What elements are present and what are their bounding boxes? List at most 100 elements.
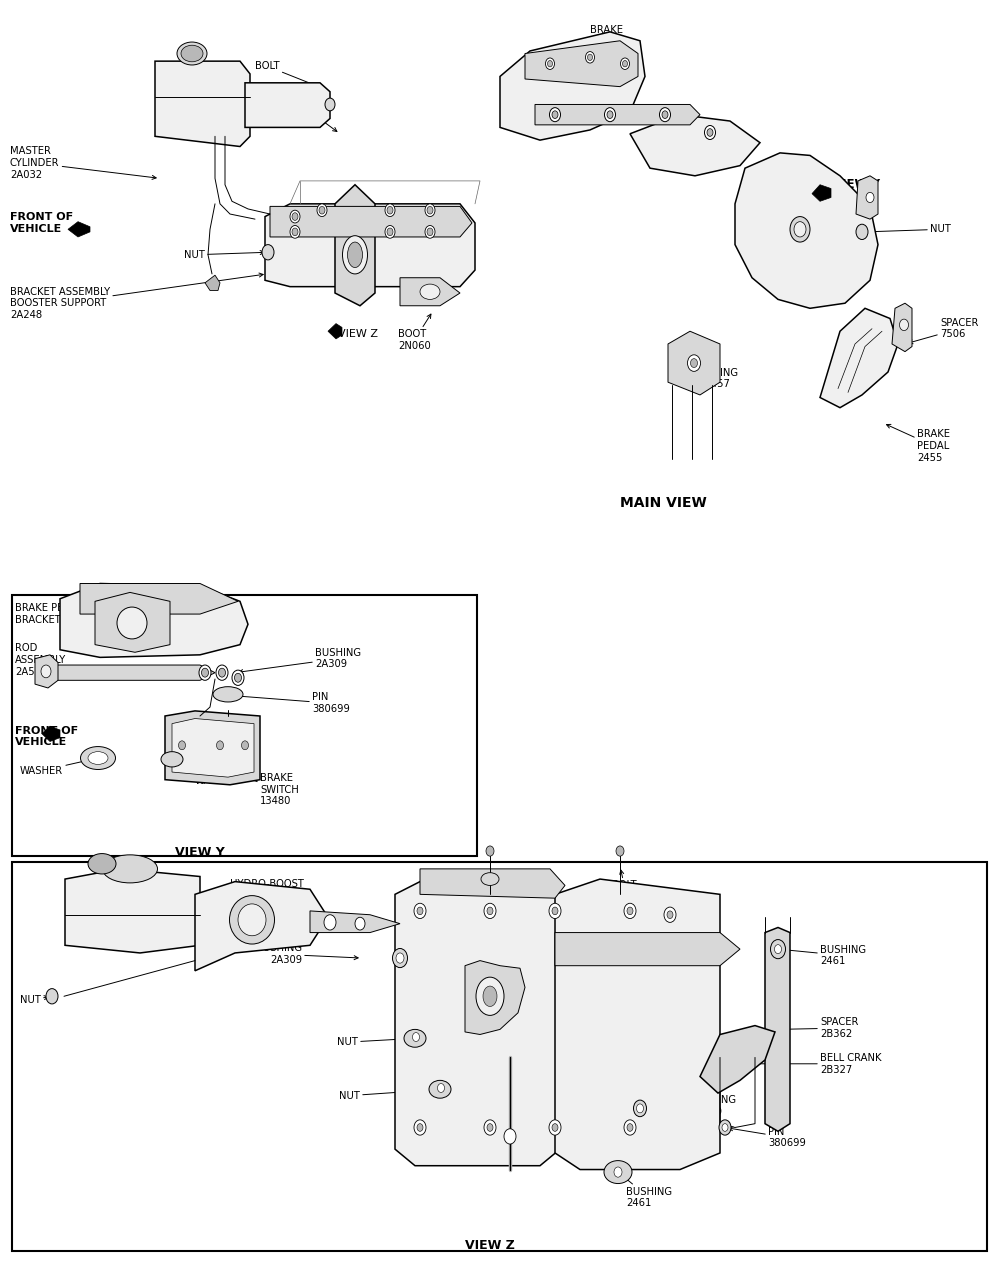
Polygon shape	[270, 206, 472, 237]
Ellipse shape	[704, 125, 716, 140]
Polygon shape	[42, 726, 60, 741]
Ellipse shape	[546, 59, 554, 70]
Ellipse shape	[317, 204, 327, 217]
Ellipse shape	[46, 989, 58, 1004]
Polygon shape	[700, 1026, 775, 1093]
Ellipse shape	[588, 55, 592, 60]
Ellipse shape	[325, 98, 335, 111]
Polygon shape	[265, 204, 475, 287]
Ellipse shape	[88, 752, 108, 764]
Ellipse shape	[722, 1124, 728, 1131]
Ellipse shape	[660, 107, 670, 122]
Ellipse shape	[429, 1080, 451, 1098]
Ellipse shape	[549, 1120, 561, 1135]
Text: MASTER
CYLINDER
2A032: MASTER CYLINDER 2A032	[10, 147, 156, 180]
Ellipse shape	[202, 669, 208, 678]
Polygon shape	[80, 583, 238, 614]
Polygon shape	[328, 324, 342, 339]
Ellipse shape	[586, 52, 594, 62]
Ellipse shape	[387, 206, 393, 214]
Polygon shape	[172, 719, 254, 777]
Ellipse shape	[404, 1029, 426, 1047]
Ellipse shape	[414, 1120, 426, 1135]
Ellipse shape	[487, 907, 493, 915]
Ellipse shape	[213, 687, 243, 702]
Ellipse shape	[385, 204, 395, 217]
Ellipse shape	[199, 665, 211, 680]
Polygon shape	[856, 176, 878, 219]
Ellipse shape	[80, 747, 116, 769]
Polygon shape	[892, 303, 912, 352]
Ellipse shape	[607, 111, 613, 118]
Polygon shape	[525, 41, 638, 87]
Ellipse shape	[856, 224, 868, 240]
Ellipse shape	[707, 129, 713, 136]
Polygon shape	[500, 32, 645, 140]
Polygon shape	[555, 879, 720, 1170]
Ellipse shape	[177, 42, 207, 65]
Text: VIEW Y: VIEW Y	[833, 178, 880, 191]
Ellipse shape	[552, 1124, 558, 1131]
Ellipse shape	[486, 846, 494, 856]
Ellipse shape	[627, 907, 633, 915]
Ellipse shape	[604, 107, 616, 122]
Polygon shape	[420, 869, 565, 898]
Text: BRACKET ASSEMBLY
BOOSTER SUPPORT
2A248: BRACKET ASSEMBLY BOOSTER SUPPORT 2A248	[10, 273, 263, 320]
Ellipse shape	[292, 213, 298, 220]
Polygon shape	[765, 927, 790, 1131]
Text: NUT: NUT	[20, 995, 48, 1005]
Polygon shape	[400, 278, 460, 306]
Ellipse shape	[342, 236, 368, 274]
Ellipse shape	[484, 903, 496, 919]
Ellipse shape	[624, 1120, 636, 1135]
Ellipse shape	[487, 1124, 493, 1131]
Polygon shape	[395, 879, 560, 1166]
Polygon shape	[60, 583, 248, 657]
Ellipse shape	[662, 111, 668, 118]
Ellipse shape	[504, 1129, 516, 1144]
Text: ROD
ASSEMBLY
2A525: ROD ASSEMBLY 2A525	[15, 643, 81, 676]
Ellipse shape	[425, 204, 435, 217]
Ellipse shape	[41, 665, 51, 678]
Text: BELL CRANK
2B327: BELL CRANK 2B327	[746, 1054, 882, 1074]
Polygon shape	[195, 882, 328, 971]
Text: WASHER: WASHER	[178, 761, 238, 786]
Polygon shape	[205, 275, 220, 290]
Text: BOLT: BOLT	[478, 870, 503, 891]
Ellipse shape	[552, 111, 558, 118]
Text: MAIN VIEW: MAIN VIEW	[620, 497, 707, 510]
Ellipse shape	[216, 741, 224, 749]
Text: BOOT
2N060: BOOT 2N060	[398, 315, 431, 350]
Text: PIN
380699: PIN 380699	[236, 693, 350, 713]
Polygon shape	[668, 331, 720, 395]
Ellipse shape	[218, 669, 226, 678]
Bar	[12, 595, 477, 856]
Ellipse shape	[549, 903, 561, 919]
Text: NUT: NUT	[337, 1037, 412, 1047]
Text: NUT: NUT	[870, 224, 951, 234]
Ellipse shape	[417, 907, 423, 915]
Polygon shape	[555, 933, 740, 966]
Ellipse shape	[427, 206, 433, 214]
Text: BRAKE
PEDAL
BRACKET: BRAKE PEDAL BRACKET	[573, 25, 636, 74]
Ellipse shape	[427, 228, 433, 236]
Ellipse shape	[348, 242, 362, 268]
Ellipse shape	[103, 855, 158, 883]
Text: PIN: PIN	[306, 110, 337, 131]
Ellipse shape	[484, 1120, 496, 1135]
Ellipse shape	[690, 359, 698, 367]
Text: VIEW Z: VIEW Z	[338, 329, 378, 339]
Polygon shape	[65, 869, 200, 953]
Ellipse shape	[216, 665, 228, 680]
Text: NUT: NUT	[493, 880, 531, 899]
Ellipse shape	[627, 1124, 633, 1131]
Polygon shape	[165, 711, 260, 785]
Ellipse shape	[614, 1167, 622, 1177]
Ellipse shape	[637, 1103, 644, 1113]
Ellipse shape	[117, 608, 147, 640]
Polygon shape	[820, 308, 898, 408]
Ellipse shape	[770, 940, 786, 959]
Ellipse shape	[548, 61, 552, 68]
Text: NUT: NUT	[184, 250, 264, 260]
Text: NUT: NUT	[339, 1088, 438, 1101]
